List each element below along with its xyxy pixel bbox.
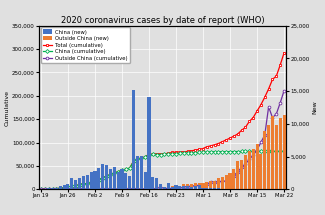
Bar bbox=[109, 169, 112, 189]
Bar bbox=[128, 176, 131, 189]
Bar bbox=[178, 186, 181, 189]
Bar bbox=[155, 178, 158, 189]
Bar bbox=[221, 177, 224, 189]
Bar bbox=[275, 125, 278, 189]
Bar bbox=[240, 160, 243, 189]
Bar bbox=[282, 115, 286, 189]
Bar bbox=[167, 183, 170, 189]
Bar bbox=[163, 187, 166, 189]
Bar bbox=[47, 188, 50, 189]
Bar bbox=[90, 172, 93, 189]
Y-axis label: Cumulative: Cumulative bbox=[4, 89, 9, 126]
Bar bbox=[194, 186, 197, 189]
Bar bbox=[82, 176, 85, 189]
Bar bbox=[267, 125, 270, 189]
Bar bbox=[186, 186, 189, 189]
Bar bbox=[182, 186, 185, 189]
Bar bbox=[175, 185, 177, 189]
Bar bbox=[93, 171, 97, 189]
Bar bbox=[144, 172, 147, 189]
Bar bbox=[159, 184, 162, 189]
Bar bbox=[117, 172, 120, 189]
Bar bbox=[232, 169, 235, 189]
Bar bbox=[55, 187, 58, 189]
Bar bbox=[228, 173, 232, 189]
Bar bbox=[202, 183, 204, 188]
Bar bbox=[186, 184, 189, 186]
Y-axis label: New: New bbox=[312, 101, 317, 114]
Legend: China (new), Outside China (new), Total (cumulative), China (cumulative), Outsid: China (new), Outside China (new), Total … bbox=[41, 27, 130, 63]
Bar bbox=[86, 175, 89, 189]
Bar bbox=[121, 169, 124, 189]
Bar bbox=[209, 181, 212, 188]
Bar bbox=[105, 165, 108, 189]
Bar bbox=[140, 156, 143, 189]
Bar bbox=[182, 184, 185, 186]
Bar bbox=[171, 187, 174, 189]
Bar bbox=[205, 182, 208, 188]
Bar bbox=[209, 188, 212, 189]
Bar bbox=[271, 116, 274, 189]
Bar bbox=[255, 144, 259, 189]
Bar bbox=[263, 131, 266, 189]
Bar bbox=[279, 118, 282, 189]
Bar bbox=[124, 173, 127, 189]
Bar bbox=[113, 167, 116, 189]
Bar bbox=[198, 183, 201, 186]
Bar bbox=[66, 184, 70, 189]
Bar bbox=[259, 154, 263, 189]
Bar bbox=[213, 181, 216, 188]
Bar bbox=[70, 178, 73, 189]
Bar bbox=[97, 168, 100, 189]
Bar bbox=[217, 178, 220, 188]
Bar bbox=[136, 156, 139, 189]
Bar bbox=[78, 178, 81, 189]
Bar bbox=[217, 188, 220, 189]
Bar bbox=[59, 186, 62, 189]
Bar bbox=[101, 164, 104, 189]
Bar bbox=[205, 188, 208, 189]
Bar bbox=[190, 187, 193, 189]
Bar bbox=[213, 188, 216, 189]
Bar bbox=[248, 151, 251, 189]
Bar bbox=[190, 184, 193, 187]
Bar bbox=[202, 188, 204, 189]
Bar bbox=[225, 175, 228, 189]
Title: 2020 coronavirus cases by date of report (WHO): 2020 coronavirus cases by date of report… bbox=[61, 16, 264, 25]
Bar bbox=[62, 185, 66, 189]
Bar bbox=[148, 97, 150, 189]
Bar bbox=[198, 186, 201, 189]
Bar bbox=[51, 188, 54, 189]
Bar bbox=[74, 180, 77, 189]
Bar bbox=[151, 177, 154, 189]
Bar bbox=[132, 90, 135, 189]
Bar bbox=[244, 155, 247, 189]
Bar bbox=[252, 149, 255, 189]
Bar bbox=[236, 161, 239, 189]
Bar bbox=[194, 183, 197, 186]
